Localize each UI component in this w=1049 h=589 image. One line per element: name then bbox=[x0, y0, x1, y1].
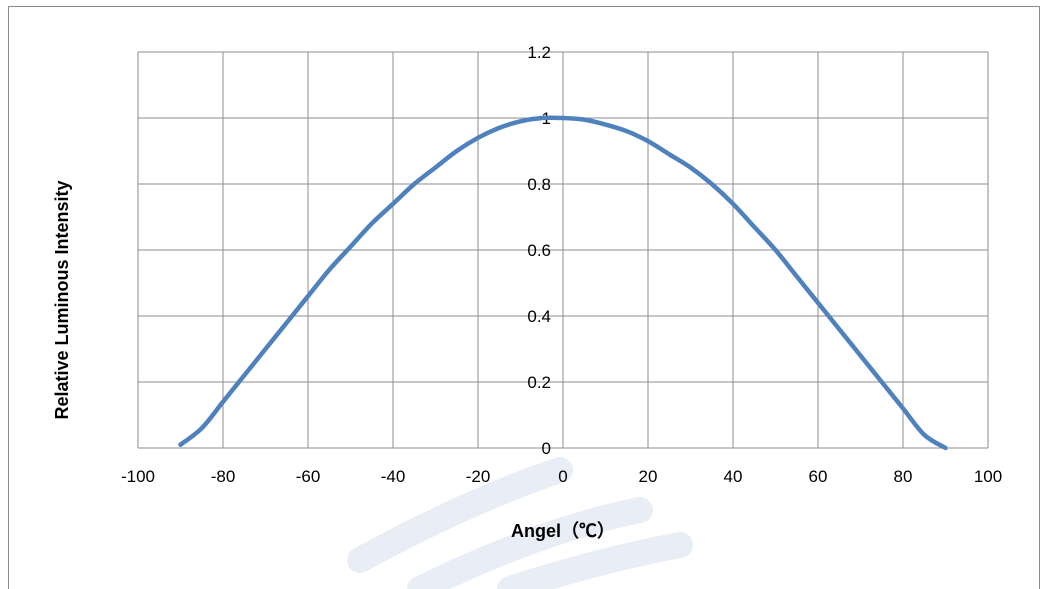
y-tick-label: 0.8 bbox=[527, 175, 551, 194]
x-tick-label: 20 bbox=[639, 467, 658, 486]
watermark bbox=[347, 457, 693, 589]
x-tick-label: -20 bbox=[466, 467, 491, 486]
x-tick-label: -100 bbox=[121, 467, 155, 486]
y-tick-label: 0.6 bbox=[527, 241, 551, 260]
y-tick-label: 0.4 bbox=[527, 307, 551, 326]
x-axis-title: Angel（℃） bbox=[511, 521, 615, 541]
y-tick-label: 0.2 bbox=[527, 373, 551, 392]
series-layer bbox=[178, 115, 948, 451]
x-tick-label: 60 bbox=[809, 467, 828, 486]
x-tick-label: 40 bbox=[724, 467, 743, 486]
y-tick-labels: 00.20.40.60.811.2 bbox=[527, 43, 551, 458]
series-line bbox=[178, 115, 948, 451]
x-tick-label: -60 bbox=[296, 467, 321, 486]
x-tick-label: 100 bbox=[974, 467, 1002, 486]
y-tick-label: 1.2 bbox=[527, 43, 551, 62]
y-tick-label: 0 bbox=[542, 439, 551, 458]
grid bbox=[137, 51, 989, 449]
x-tick-label: 0 bbox=[558, 467, 567, 486]
y-axis-title: Relative Luminous Intensity bbox=[52, 180, 72, 419]
x-tick-label: -80 bbox=[211, 467, 236, 486]
x-tick-label: 80 bbox=[894, 467, 913, 486]
x-tick-labels: -100 -80 -60 -40 -20 0 20 40 60 80 100 bbox=[121, 467, 1002, 486]
x-tick-label: -40 bbox=[381, 467, 406, 486]
